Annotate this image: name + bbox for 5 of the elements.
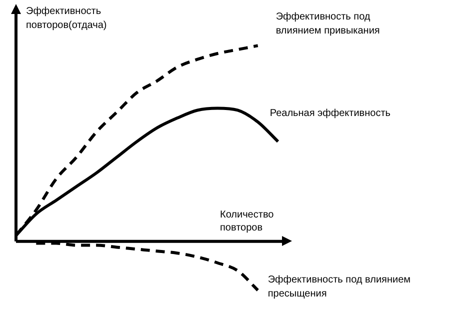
y-axis-title: Эффективность повторов(отдача)	[26, 6, 107, 31]
x-axis-title: Количество повторов	[220, 209, 274, 234]
series-label: Эффективность под влиянием пресыщения	[268, 274, 411, 300]
text: Эффективность под влиянием привыкания	[276, 12, 380, 37]
series-label: Реальная эффективность	[270, 108, 390, 119]
